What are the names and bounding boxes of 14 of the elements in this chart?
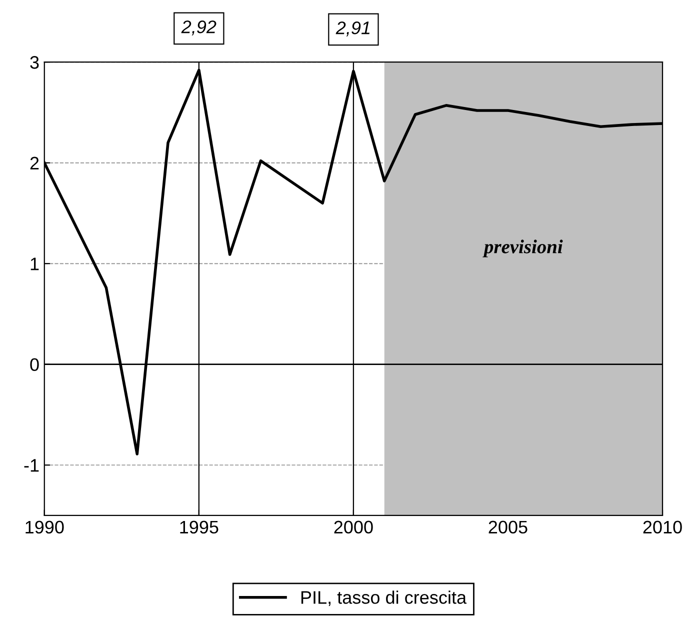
annotation: 2,91 <box>336 21 370 36</box>
x-tick-label: 2005 <box>488 520 528 534</box>
band-label: previsioni <box>482 240 563 258</box>
y-tick-label: 3 <box>30 56 39 69</box>
y-tick-label: -1 <box>24 459 39 472</box>
annotation: 2,92 <box>181 20 216 36</box>
x-tick-label: 1995 <box>180 520 218 534</box>
y-tick-label: 2 <box>30 156 39 170</box>
y-tick-label: 1 <box>30 258 39 270</box>
x-tick-label: 2010 <box>643 520 682 534</box>
x-tick-label: 1990 <box>26 520 64 534</box>
x-tick-label: 2000 <box>334 520 373 534</box>
legend-label: PIL, tasso di crescita <box>301 590 467 606</box>
y-tick-label: 0 <box>30 358 39 372</box>
